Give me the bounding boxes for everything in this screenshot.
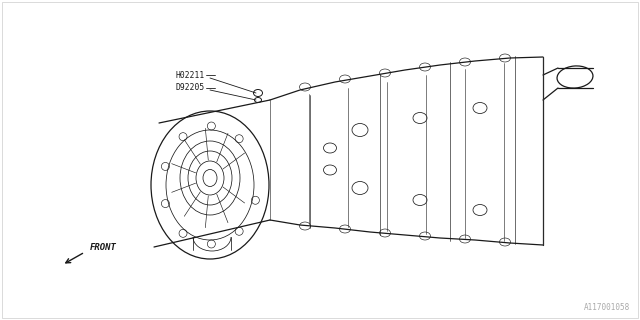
Text: A117001058: A117001058 xyxy=(584,303,630,312)
Text: D92205: D92205 xyxy=(176,84,205,92)
Text: FRONT: FRONT xyxy=(90,244,117,252)
Text: H02211: H02211 xyxy=(176,70,205,79)
